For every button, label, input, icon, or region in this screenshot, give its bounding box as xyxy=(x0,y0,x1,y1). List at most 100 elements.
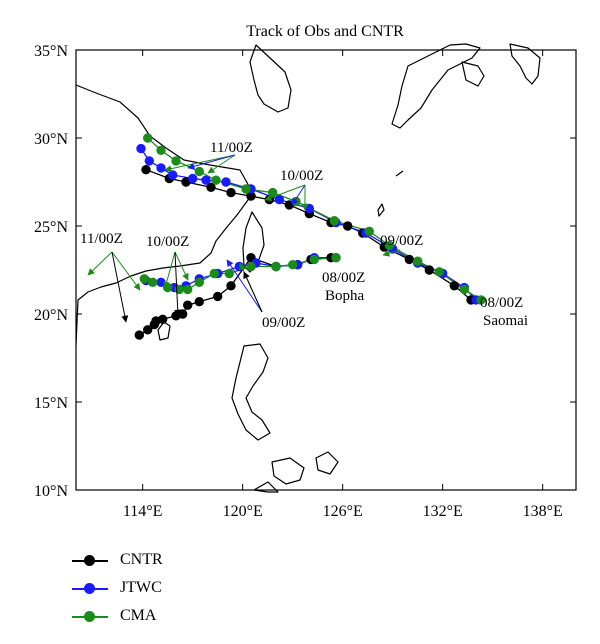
annotation-arrows xyxy=(87,154,401,323)
legend-marker-cma xyxy=(84,611,95,622)
track-point-cma xyxy=(413,256,423,266)
annotation-arrow xyxy=(207,154,236,174)
track-point-cntr xyxy=(226,281,236,291)
track-point-cntr xyxy=(134,330,145,340)
annotation-arrow xyxy=(174,251,182,317)
track-point-cntr xyxy=(449,281,459,291)
track-point-cma xyxy=(364,226,374,237)
track-point-cma xyxy=(476,295,486,305)
annotation-11-west: 11/00Z xyxy=(80,231,123,247)
track-point-cma xyxy=(329,216,339,226)
track-point-cntr xyxy=(171,311,181,321)
track-point-cma xyxy=(224,268,235,279)
track-point-cntr xyxy=(206,182,216,193)
track-point-jtwc xyxy=(188,173,198,184)
track-point-cma xyxy=(156,145,166,156)
legend-label-jtwc: JTWC xyxy=(120,579,162,596)
track-point-cntr xyxy=(404,254,414,265)
annotation-arrow xyxy=(291,184,306,206)
track-point-cntr xyxy=(343,221,353,231)
track-point-jtwc xyxy=(144,156,155,166)
track-point-cma xyxy=(246,261,256,272)
x-tick-label: 132°E xyxy=(423,503,463,520)
annotation-arrow xyxy=(163,251,176,289)
track-point-cma xyxy=(139,274,150,284)
annotation-11-north: 11/00Z xyxy=(210,140,253,156)
track-point-cma xyxy=(211,175,221,185)
legend-label-cntr: CNTR xyxy=(120,551,163,568)
legend-marker-cntr xyxy=(84,555,95,566)
x-tick-label: 120°E xyxy=(223,503,263,520)
plot-frame xyxy=(75,49,577,491)
track-series xyxy=(134,133,486,340)
track-point-cma xyxy=(309,254,319,265)
x-tick-label: 114°E xyxy=(123,503,163,520)
annotation-arrow xyxy=(164,154,236,173)
track-point-cntr xyxy=(141,165,151,175)
annotation-arrow xyxy=(264,184,306,202)
track-point-cma xyxy=(194,277,205,287)
annotation-arrow xyxy=(382,249,401,257)
y-tick-label: 15°N xyxy=(34,395,68,412)
legend-item-cma: CMA xyxy=(72,604,272,632)
track-point-jtwc xyxy=(201,175,211,185)
track-point-cntr xyxy=(194,297,205,307)
annotation-arrow xyxy=(187,154,236,170)
annotation-arrow xyxy=(243,271,263,313)
track-point-cma xyxy=(148,277,158,287)
legend-marker-jtwc xyxy=(84,583,95,594)
annotation-10-north: 10/00Z xyxy=(280,168,323,184)
annotation-arrow xyxy=(111,251,129,323)
annotation-08-saomai-name: Saomai xyxy=(483,313,528,329)
track-point-cma xyxy=(209,268,220,279)
annotation-09-east: 09/00Z xyxy=(380,233,423,249)
annotation-arrow xyxy=(87,251,113,276)
track-point-cma xyxy=(183,284,193,295)
track-point-cntr xyxy=(143,325,153,335)
x-tick-label: 138°E xyxy=(523,503,563,520)
track-point-jtwc xyxy=(156,163,166,173)
x-tick-label: 126°E xyxy=(323,503,363,520)
track-point-cntr xyxy=(149,319,160,330)
y-tick-label: 20°N xyxy=(34,307,68,324)
track-point-cma xyxy=(331,253,341,263)
y-tick-label: 30°N xyxy=(34,131,68,148)
annotation-08-saomai-time: 08/00Z xyxy=(480,295,523,311)
y-tick-label: 35°N xyxy=(34,43,68,60)
track-point-cntr xyxy=(424,265,434,275)
legend-item-jtwc: JTWC xyxy=(72,576,272,604)
track-point-jtwc xyxy=(304,203,314,214)
track-point-cma xyxy=(194,166,205,177)
y-tick-label: 25°N xyxy=(34,219,68,236)
annotation-08-bopha-time: 08/00Z xyxy=(322,270,365,286)
legend-item-cntr: CNTR xyxy=(72,548,272,576)
y-tick-label: 10°N xyxy=(34,483,68,500)
track-point-cma xyxy=(241,184,251,194)
annotation-09-south: 09/00Z xyxy=(262,315,305,331)
track-point-cma xyxy=(271,261,281,272)
track-point-jtwc xyxy=(221,177,231,187)
track-point-jtwc xyxy=(274,194,284,205)
chart-title: Track of Obs and CNTR xyxy=(246,23,404,40)
track-point-cma xyxy=(143,133,153,143)
track-point-cma xyxy=(384,240,394,251)
track-point-cma xyxy=(171,156,181,166)
track-point-cma xyxy=(434,267,444,277)
coastline-map xyxy=(75,43,541,493)
legend: CNTR JTWC CMA xyxy=(72,548,272,632)
annotation-arrow xyxy=(174,251,189,281)
legend-label-cma: CMA xyxy=(120,607,157,624)
track-point-cntr xyxy=(213,291,223,302)
annotation-08-bopha-name: Bopha xyxy=(325,288,365,304)
track-point-cntr xyxy=(183,300,193,310)
track-point-cma xyxy=(288,260,298,270)
axis-ticks: 114°E 120°E 126°E 132°E 138°E 10°N 15°N 20°N 25°… xyxy=(34,43,576,520)
annotation-arrow xyxy=(111,251,141,291)
track-point-jtwc xyxy=(234,261,245,272)
track-point-cntr xyxy=(226,187,236,198)
track-point-jtwc xyxy=(168,170,178,180)
track-point-jtwc xyxy=(136,143,146,154)
annotation-arrow xyxy=(226,259,263,313)
annotation-10-west: 10/00Z xyxy=(146,234,189,250)
